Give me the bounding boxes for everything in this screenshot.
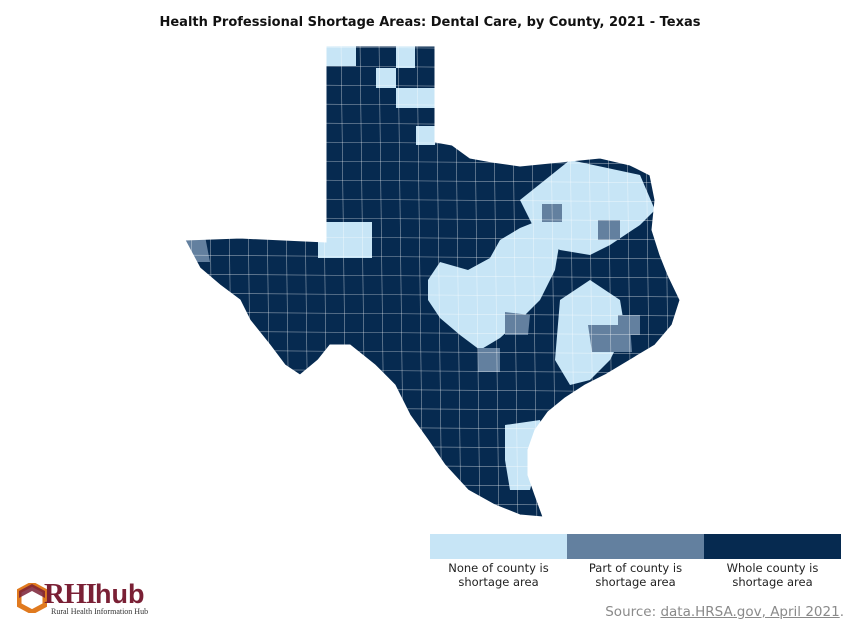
texas-outline: [184, 45, 681, 518]
county-border-line: [185, 444, 680, 450]
county-border-line: [185, 254, 680, 260]
legend-swatch-whole: [704, 534, 841, 559]
none-county-region-northeast: [520, 160, 655, 255]
part-county-travis: [505, 312, 530, 335]
logo-brand-rhi: RHI: [44, 578, 97, 610]
source-link[interactable]: data.HRSA.gov, April 2021: [660, 604, 840, 620]
county-border-line: [185, 482, 680, 488]
part-county-smith: [598, 220, 620, 240]
logo-brand-hub: hub: [95, 579, 145, 609]
county-border-line: [207, 46, 215, 517]
county-border-line: [170, 521, 690, 525]
county-border-line: [185, 311, 680, 317]
source-suffix: .: [839, 604, 844, 620]
county-border-line: [185, 463, 680, 469]
county-border-line: [185, 292, 680, 298]
county-border-line: [185, 273, 680, 279]
county-border-line: [185, 501, 680, 507]
map-title: Health Professional Shortage Areas: Dent…: [159, 15, 701, 30]
none-county-region-south-coast: [505, 420, 545, 490]
county-border-line: [188, 46, 196, 517]
legend-swatch-none: [430, 534, 567, 559]
county-border-line: [683, 40, 689, 530]
county-border-line: [170, 40, 176, 530]
part-county-bexar: [478, 348, 500, 372]
rhihub-hexagon-icon: [17, 583, 47, 613]
logo-subtitle: Rural Health Information Hub: [51, 607, 149, 616]
none-county-panhandle-4: [396, 88, 435, 108]
source-note: Source: data.HRSA.gov, April 2021.: [605, 604, 844, 620]
legend-label-none: None of county is shortage area: [448, 561, 549, 589]
none-county-panhandle-2: [396, 46, 415, 68]
none-county-panhandle-3: [376, 68, 396, 88]
none-county-region-west: [318, 222, 372, 258]
legend-label-whole: Whole county is shortage area: [726, 561, 819, 589]
legend-label-part: Part of county is shortage area: [588, 561, 683, 589]
none-county-panhandle-5: [416, 126, 435, 145]
part-county-montgomery: [618, 315, 640, 335]
source-prefix: Source:: [605, 604, 661, 620]
none-county-region-central: [428, 218, 560, 350]
legend-swatch-part: [567, 534, 704, 559]
rhihub-logo[interactable]: RHI hub Rural Health Information Hub: [17, 578, 157, 617]
